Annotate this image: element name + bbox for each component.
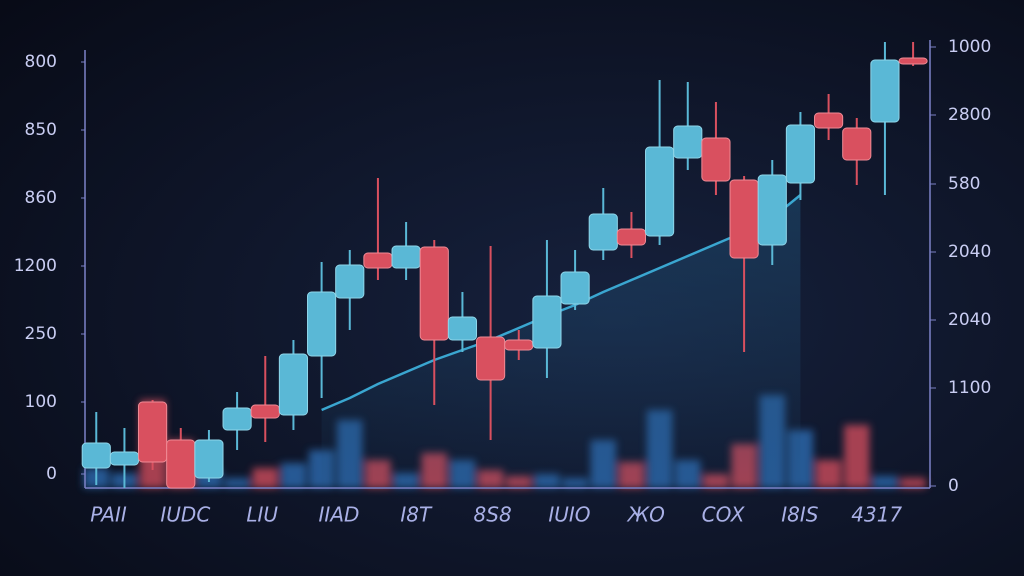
candle-body <box>250 404 280 419</box>
x-tick-label: LIU <box>246 503 278 527</box>
candle-body <box>476 336 506 381</box>
x-tick-label: IUIO <box>548 503 590 527</box>
y2-tick-label: 1100 <box>948 378 991 398</box>
candle-body <box>81 442 111 469</box>
y-tick-label: 800 <box>25 52 57 72</box>
x-tick-label: 8S8 <box>474 503 512 527</box>
y-tick-label: 850 <box>25 120 57 140</box>
y2-tick-label: 2040 <box>948 310 991 330</box>
candle-body <box>278 353 309 416</box>
y-tick-label: 250 <box>25 324 57 344</box>
candle-body <box>673 125 703 159</box>
y-tick-label: 100 <box>25 392 57 412</box>
y-tick-label: 860 <box>25 188 57 208</box>
volume-bar <box>900 478 926 488</box>
candle-body <box>842 127 872 161</box>
x-tick-label: I8T <box>400 503 433 527</box>
candle-body <box>898 57 928 65</box>
candle-body <box>307 291 337 357</box>
candle-body <box>814 112 844 129</box>
x-tick-label: PAΙΙ <box>90 503 127 527</box>
candle-body <box>363 252 393 269</box>
y2-tick-label: 580 <box>948 174 980 194</box>
candle-body <box>785 124 816 184</box>
x-tick-label: I8IS <box>781 503 819 527</box>
x-tick-label: IUDC <box>160 503 210 527</box>
x-tick-label: IIAD <box>319 503 360 527</box>
y-tick-label: 1200 <box>14 256 57 276</box>
candle-body <box>447 316 478 341</box>
candle-body <box>138 401 168 463</box>
y2-tick-label: 2040 <box>948 242 991 262</box>
volume-bar <box>815 460 842 488</box>
candle-body <box>560 271 590 305</box>
volume-bar <box>252 468 278 488</box>
candle-body <box>109 451 140 466</box>
candle-body <box>194 439 224 479</box>
x-tick-label: COX <box>702 503 746 527</box>
candle-body <box>616 228 647 246</box>
candle-body <box>166 439 196 489</box>
y2-tick-label: 0 <box>948 476 959 496</box>
candle-body <box>222 407 252 431</box>
candle-body <box>391 245 421 269</box>
candle-body <box>729 179 759 259</box>
candle-body <box>870 59 900 123</box>
x-tick-label: 4317 <box>851 503 902 527</box>
volume-bar <box>844 425 870 488</box>
volume-bar <box>280 463 307 488</box>
candle-body <box>645 146 675 237</box>
x-tick-label: ЖO <box>626 503 665 527</box>
candle-body <box>757 174 787 246</box>
y-tick-label: 0 <box>46 464 57 484</box>
candle-body <box>701 137 731 182</box>
volume-bar <box>872 476 898 488</box>
candle-body <box>588 213 618 251</box>
candle-body <box>504 339 534 351</box>
candle-body <box>335 264 365 299</box>
candle-body <box>419 246 449 341</box>
volume-bar <box>224 478 250 488</box>
candle-body <box>532 295 562 349</box>
y2-tick-label: 1000 <box>948 37 991 57</box>
y2-tick-label: 2800 <box>948 105 991 125</box>
